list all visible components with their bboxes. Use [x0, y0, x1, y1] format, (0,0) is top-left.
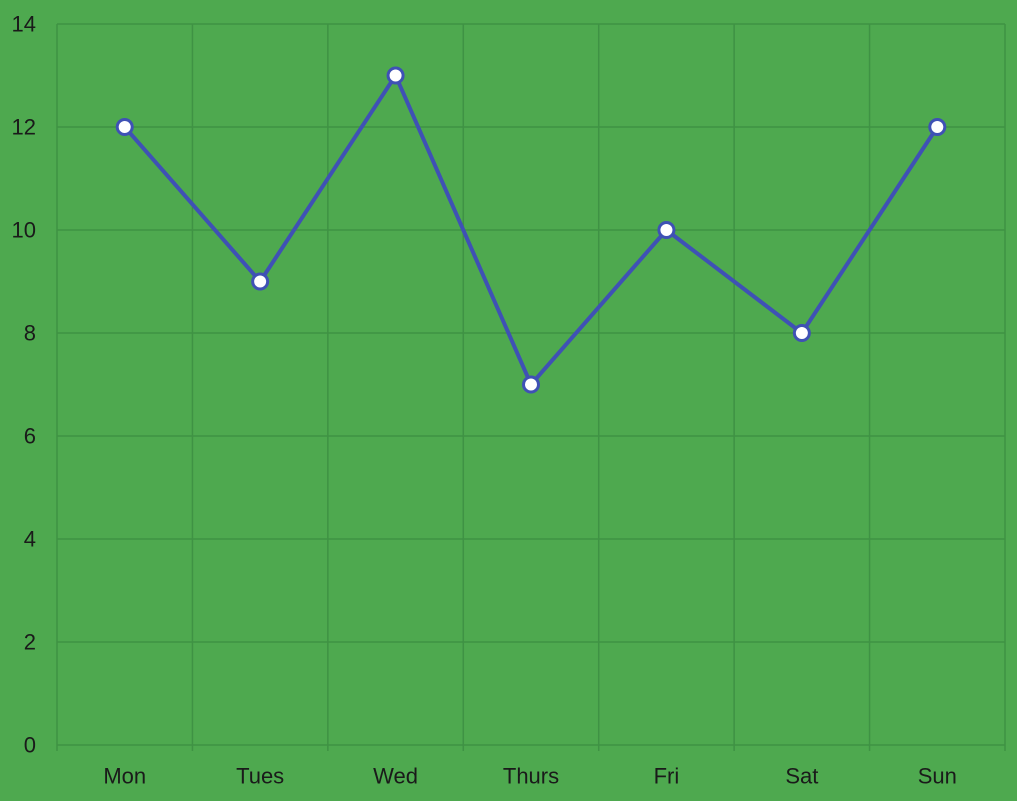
x-tick-label: Tues	[236, 764, 284, 789]
x-tick-label: Sat	[785, 764, 818, 789]
x-tick-label: Sun	[918, 764, 957, 789]
y-tick-label: 0	[24, 733, 36, 758]
y-axis-tick-labels: 0 2 4 6 8 10 12 14	[12, 12, 36, 758]
x-tick-label: Thurs	[503, 764, 559, 789]
y-tick-label: 8	[24, 321, 36, 346]
y-tick-label: 14	[12, 12, 36, 37]
x-axis-tick-labels: Mon Tues Wed Thurs Fri Sat Sun	[103, 764, 957, 789]
y-tick-label: 4	[24, 527, 36, 552]
x-tick-label: Mon	[103, 764, 146, 789]
x-tick-label: Fri	[654, 764, 680, 789]
series-layer	[115, 66, 947, 394]
y-tick-label: 2	[24, 630, 36, 655]
data-point[interactable]	[386, 66, 405, 85]
data-point[interactable]	[792, 324, 811, 342]
data-point[interactable]	[657, 221, 676, 239]
data-point[interactable]	[115, 118, 134, 136]
y-tick-label: 10	[12, 218, 36, 243]
y-tick-label: 6	[24, 424, 36, 449]
data-point[interactable]	[251, 272, 270, 291]
data-point[interactable]	[522, 375, 540, 394]
x-tick-label: Wed	[373, 764, 418, 789]
y-tick-label: 12	[12, 115, 36, 140]
data-point[interactable]	[928, 118, 947, 136]
